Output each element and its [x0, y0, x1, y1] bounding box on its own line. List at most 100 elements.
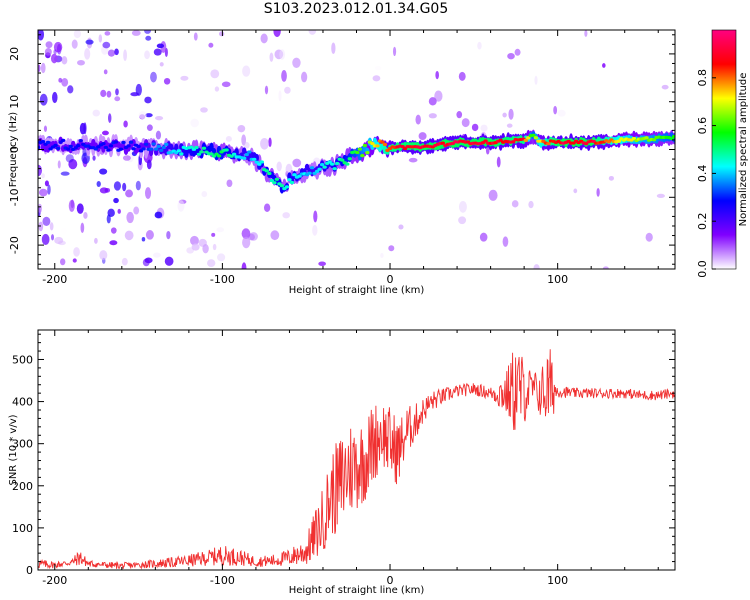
spectrogram-speckle: [645, 232, 653, 242]
spectrogram-speckle: [214, 86, 220, 92]
spectrogram-ridge-cell: [196, 152, 202, 156]
spectrogram-ridge-cell: [156, 144, 161, 148]
spectrogram-ridge-cell: [141, 147, 146, 151]
x-tick-label: 0: [387, 574, 394, 587]
spectrogram-speckle: [279, 49, 286, 60]
spectrogram-ridge-cell: [55, 146, 61, 151]
spectrogram-speckle: [458, 216, 467, 225]
spectrogram-ridge-cell: [329, 162, 335, 166]
spectrogram-speckle: [458, 200, 467, 213]
spectrogram-speckle: [193, 32, 198, 41]
spectrogram-speckle: [435, 70, 439, 80]
spectrogram-speckle: [100, 89, 107, 98]
spectrogram-ridge-cell: [357, 151, 363, 161]
y-tick-label: 400: [12, 396, 33, 409]
spectrogram-speckle: [138, 111, 147, 120]
spectrogram-speckle: [145, 35, 152, 41]
spectrogram-speckle: [99, 187, 109, 194]
spectrogram-speckle: [40, 62, 46, 74]
spectrogram-ridge-cell: [136, 144, 141, 149]
spectrogram-speckle: [106, 214, 111, 224]
spectrogram-ridge-cell: [254, 160, 259, 164]
spectrogram-speckle: [103, 69, 108, 75]
spectrogram-speckle: [122, 155, 131, 161]
spectrogram-speckle: [61, 227, 67, 235]
spectrogram-ridge-cell: [161, 145, 166, 150]
spectrogram-ridge-cell: [38, 145, 41, 149]
spectrogram-ridge-cell: [319, 163, 325, 167]
spectrogram-speckle: [461, 118, 470, 128]
spectrogram-speckle: [480, 124, 488, 132]
spectrogram-speckle: [602, 266, 609, 269]
spectrogram-ridge-cell: [511, 140, 516, 144]
spectrogram-speckle: [260, 137, 269, 150]
spectrogram-speckle: [596, 188, 600, 197]
y-tick-label: 500: [12, 353, 33, 366]
spectrogram-speckle: [534, 75, 538, 85]
chart-title: S103.2023.012.01.34.G05: [263, 1, 449, 17]
x-tick-label: -200: [42, 574, 67, 587]
spectrogram-speckle: [553, 105, 558, 115]
snr-panel: -200 -100 0 100 0 100 200 300 400 500 Height of st…: [8, 329, 676, 596]
spectrogram-speckle: [186, 247, 195, 254]
spectrogram-speckle: [170, 266, 174, 269]
spectrogram-speckle: [191, 243, 200, 251]
spectrogram-speckle: [502, 236, 509, 247]
spectrogram-speckle: [153, 252, 161, 258]
spectrogram-speckle: [292, 57, 301, 68]
spectrogram-speckle: [125, 189, 133, 198]
snr-series-line: [38, 349, 675, 570]
spectrogram-speckle: [166, 230, 171, 240]
spectrogram-speckle: [602, 63, 606, 68]
spectrogram-speckle: [573, 188, 578, 194]
spectrogram-speckle: [42, 216, 51, 227]
spectrogram-speckle: [247, 233, 255, 241]
spectrogram-speckle: [39, 93, 48, 106]
spectrogram-ridge-cell: [345, 162, 350, 166]
spectrogram-speckle: [73, 247, 80, 257]
y-tick-label: 300: [12, 438, 33, 451]
spectrogram-ridge-cell: [247, 150, 252, 154]
spectrogram-image: [38, 30, 675, 269]
spectrogram-ridge-cell: [671, 134, 675, 139]
spectrogram-ridge-cell: [279, 184, 285, 188]
spectrogram-speckle: [107, 49, 116, 57]
spectrogram-speckle: [123, 49, 127, 62]
spectrogram-speckle: [141, 236, 146, 242]
x-tick-label: -100: [210, 574, 235, 587]
spectrogram-speckle: [126, 211, 134, 224]
spectrogram-speckle: [61, 78, 69, 87]
spectrogram-speckle: [146, 124, 153, 131]
spectrogram-speckle: [269, 52, 274, 62]
spectrogram-speckle: [45, 41, 53, 49]
spectrogram-speckle: [201, 191, 208, 198]
spectrogram-speckle: [456, 111, 463, 119]
spectrogram-speckle: [54, 236, 64, 245]
spectrogram-speckle: [47, 184, 51, 195]
x-tick-label: 0: [387, 273, 394, 286]
spectrogram-speckle: [96, 180, 101, 187]
spectrogram-speckle: [308, 30, 317, 35]
spectrogram-speckle: [533, 264, 540, 269]
spectrogram-speckle: [274, 49, 284, 60]
x-tick-label: 100: [547, 574, 568, 587]
spectrogram-ridge-cell: [224, 148, 229, 152]
spectrogram-speckle: [241, 262, 247, 269]
spectrogram-speckle: [502, 112, 507, 118]
spectrogram-speckle: [123, 120, 128, 128]
spectrogram-ridge-cell: [362, 143, 368, 148]
spectrogram-ridge-cell: [272, 181, 277, 185]
y-tick-label: 0: [26, 564, 33, 577]
spectrogram-ridge-cell: [179, 152, 184, 156]
spectrogram-speckle: [190, 118, 199, 128]
spectrogram-speckle: [155, 115, 164, 121]
spectrogram-ridge-cell: [151, 142, 156, 146]
spectrogram-speckle: [408, 157, 418, 163]
spectrogram-ridge-cell: [131, 147, 136, 151]
spectrogram-speckle: [312, 224, 318, 236]
spectrogram-speckle: [131, 30, 141, 36]
spectrogram-speckle: [114, 48, 119, 56]
spectrogram-ridge-cell: [317, 167, 322, 171]
spectrogram-speckle: [71, 39, 78, 49]
y-tick-label: -20: [8, 236, 21, 254]
